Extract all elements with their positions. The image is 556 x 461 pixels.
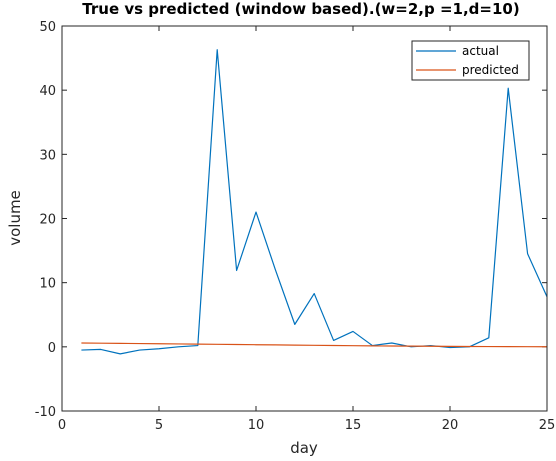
y-axis-label: volume [6,190,24,246]
legend: actual predicted [411,40,530,81]
x-tick-label: 5 [155,418,163,433]
x-tick-label: 0 [58,418,66,433]
y-tick-label: 20 [39,213,56,228]
x-tick-label: 15 [345,418,362,433]
y-tick-label: 50 [39,20,56,35]
plot-background [62,26,547,411]
chart-title: True vs predicted (window based).(w=2,p … [82,0,519,18]
x-tick-label: 20 [442,418,459,433]
y-tick-label: 30 [39,148,56,163]
y-tick-label: -10 [35,405,56,420]
x-tick-label: 25 [539,418,556,433]
y-tick-label: 10 [39,277,56,292]
y-tick-label: 40 [39,84,56,99]
legend-label-predicted: predicted [462,63,519,77]
axes-box [61,25,548,412]
y-axis-ticks: -10 0 10 20 30 40 50 [35,20,547,420]
x-axis-ticks: 0 5 10 15 20 25 [58,26,555,433]
legend-label-actual: actual [462,44,499,58]
x-axis-label: day [290,439,318,457]
series-line-predicted [81,342,548,348]
y-tick-label: 0 [48,341,56,356]
x-tick-label: 10 [248,418,265,433]
series-layer [81,49,548,355]
legend-box [411,40,530,81]
plot-area [62,26,547,411]
